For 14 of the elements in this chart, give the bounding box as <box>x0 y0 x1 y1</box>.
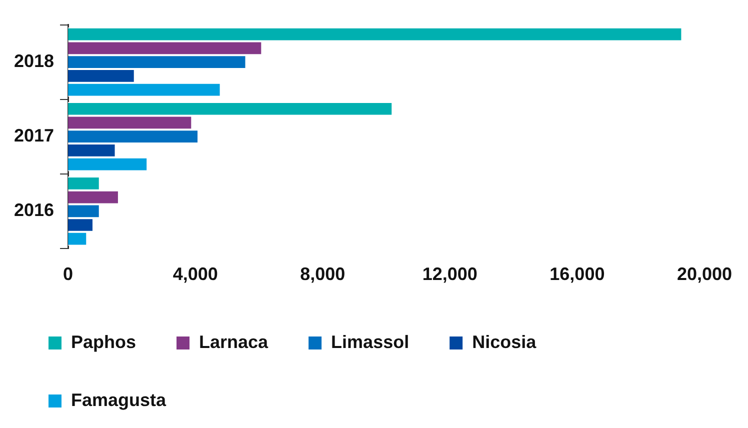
x-tick-label: 16,000 <box>550 264 605 284</box>
legend-label: Larnaca <box>199 332 270 352</box>
x-tick-label: 12,000 <box>422 264 478 284</box>
y-tick-label: 2017 <box>14 126 54 146</box>
legend-label: Famagusta <box>71 390 168 410</box>
legend-label: Nicosia <box>472 332 538 352</box>
x-tick-label: 0 <box>63 264 74 284</box>
legend-label: Limassol <box>331 332 410 352</box>
x-tick-label: 20,000 <box>676 264 732 284</box>
legend-label: Paphos <box>71 332 136 352</box>
x-tick-label: 8,000 <box>300 264 346 284</box>
x-tick-label: 4,000 <box>172 264 218 284</box>
y-tick-label: 2018 <box>14 51 54 72</box>
y-tick-label: 2016 <box>14 200 54 220</box>
